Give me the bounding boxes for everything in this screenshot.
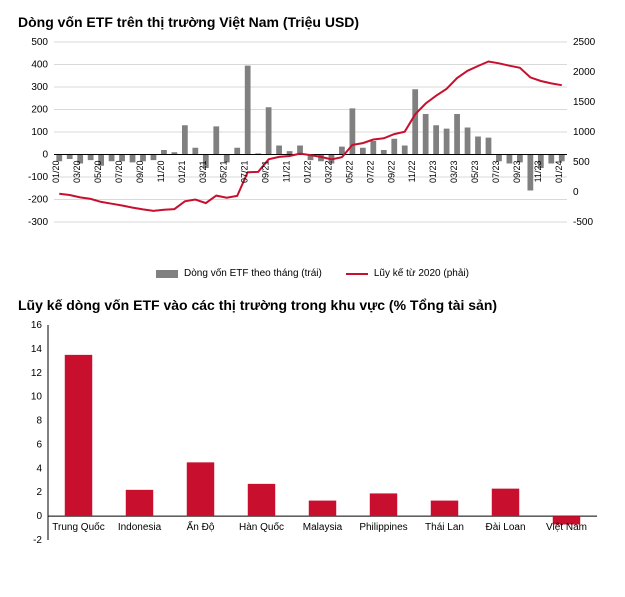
svg-text:03/21: 03/21 <box>198 161 208 184</box>
legend-swatch-bar <box>156 270 178 278</box>
svg-text:11/23: 11/23 <box>533 161 543 183</box>
svg-text:Việt Nam: Việt Nam <box>546 522 587 533</box>
svg-text:07/22: 07/22 <box>365 161 375 184</box>
svg-text:Đài Loan: Đài Loan <box>485 522 525 533</box>
svg-text:500: 500 <box>31 37 48 48</box>
svg-text:05/21: 05/21 <box>219 161 229 184</box>
legend-item-line: Lũy kế từ 2020 (phải) <box>346 268 469 279</box>
svg-text:Hàn Quốc: Hàn Quốc <box>239 521 284 533</box>
svg-text:-500: -500 <box>573 217 593 228</box>
svg-text:09/22: 09/22 <box>386 161 396 184</box>
svg-text:400: 400 <box>31 60 48 71</box>
svg-text:09/21: 09/21 <box>261 160 271 183</box>
chart1-svg: -300 -200 -100 0 100 200 300 400 500 -500 0 500 1000… <box>18 36 607 266</box>
svg-text:Thái Lan: Thái Lan <box>425 522 464 533</box>
svg-text:05/22: 05/22 <box>344 161 354 184</box>
svg-text:01/23: 01/23 <box>428 161 438 184</box>
svg-text:500: 500 <box>573 157 590 168</box>
svg-text:07/21: 07/21 <box>240 161 250 184</box>
svg-text:11/20: 11/20 <box>156 161 166 183</box>
svg-text:03/20: 03/20 <box>72 161 82 184</box>
svg-text:07/20: 07/20 <box>114 161 124 184</box>
svg-text:8: 8 <box>36 416 42 427</box>
svg-text:05/20: 05/20 <box>93 161 103 184</box>
svg-text:11/21: 11/21 <box>282 161 292 183</box>
svg-text:07/23: 07/23 <box>491 161 501 184</box>
svg-text:100: 100 <box>31 127 48 138</box>
svg-text:2500: 2500 <box>573 37 596 48</box>
svg-text:-300: -300 <box>28 217 48 228</box>
svg-text:11/22: 11/22 <box>407 161 417 183</box>
legend-swatch-line <box>346 273 368 275</box>
chart1-container: -300 -200 -100 0 100 200 300 400 500 -500 0 500 1000… <box>18 36 607 266</box>
chart2-container: -2 0 2 4 6 8 10 12 14 16 Trung Quốc Indonesia Ấn Độ H… <box>18 319 607 564</box>
svg-text:-200: -200 <box>28 195 48 206</box>
svg-text:300: 300 <box>31 82 48 93</box>
svg-text:-100: -100 <box>28 172 48 183</box>
svg-text:03/23: 03/23 <box>449 161 459 184</box>
chart2-title: Lũy kế dòng vốn ETF vào các thị trường t… <box>18 297 607 313</box>
svg-text:03/22: 03/22 <box>323 161 333 184</box>
svg-text:09/23: 09/23 <box>512 161 522 184</box>
svg-text:16: 16 <box>31 320 43 331</box>
svg-text:Indonesia: Indonesia <box>118 522 162 533</box>
svg-text:1000: 1000 <box>573 127 596 138</box>
svg-text:01/21: 01/21 <box>177 161 187 184</box>
legend-label-bars: Dòng vốn ETF theo tháng (trái) <box>184 268 322 279</box>
svg-text:01/22: 01/22 <box>303 161 313 184</box>
svg-text:01/20: 01/20 <box>51 161 61 184</box>
legend-label-line: Lũy kế từ 2020 (phải) <box>374 268 469 279</box>
svg-text:Philippines: Philippines <box>359 522 407 533</box>
svg-text:0: 0 <box>573 187 579 198</box>
chart1-legend: Dòng vốn ETF theo tháng (trái) Lũy kế từ… <box>18 268 607 279</box>
svg-text:Trung Quốc: Trung Quốc <box>52 521 104 533</box>
svg-text:14: 14 <box>31 344 43 355</box>
chart1-title: Dòng vốn ETF trên thị trường Việt Nam (T… <box>18 14 607 30</box>
svg-text:-2: -2 <box>33 535 42 546</box>
svg-text:10: 10 <box>31 392 43 403</box>
svg-text:0: 0 <box>42 150 48 161</box>
svg-text:05/23: 05/23 <box>470 161 480 184</box>
svg-text:Ấn Độ: Ấn Độ <box>187 520 215 533</box>
chart2-svg: -2 0 2 4 6 8 10 12 14 16 Trung Quốc Indonesia Ấn Độ H… <box>18 319 607 564</box>
svg-text:09/20: 09/20 <box>135 161 145 184</box>
svg-text:1500: 1500 <box>573 97 596 108</box>
legend-item-bars: Dòng vốn ETF theo tháng (trái) <box>156 268 322 279</box>
svg-text:Malaysia: Malaysia <box>303 522 343 533</box>
svg-text:2: 2 <box>36 487 42 498</box>
svg-text:6: 6 <box>36 439 42 450</box>
svg-text:200: 200 <box>31 105 48 116</box>
svg-text:0: 0 <box>36 511 42 522</box>
page: Dòng vốn ETF trên thị trường Việt Nam (T… <box>0 0 625 597</box>
svg-text:12: 12 <box>31 368 43 379</box>
svg-text:4: 4 <box>36 463 42 474</box>
svg-text:2000: 2000 <box>573 67 596 78</box>
svg-text:01/24: 01/24 <box>554 161 564 184</box>
